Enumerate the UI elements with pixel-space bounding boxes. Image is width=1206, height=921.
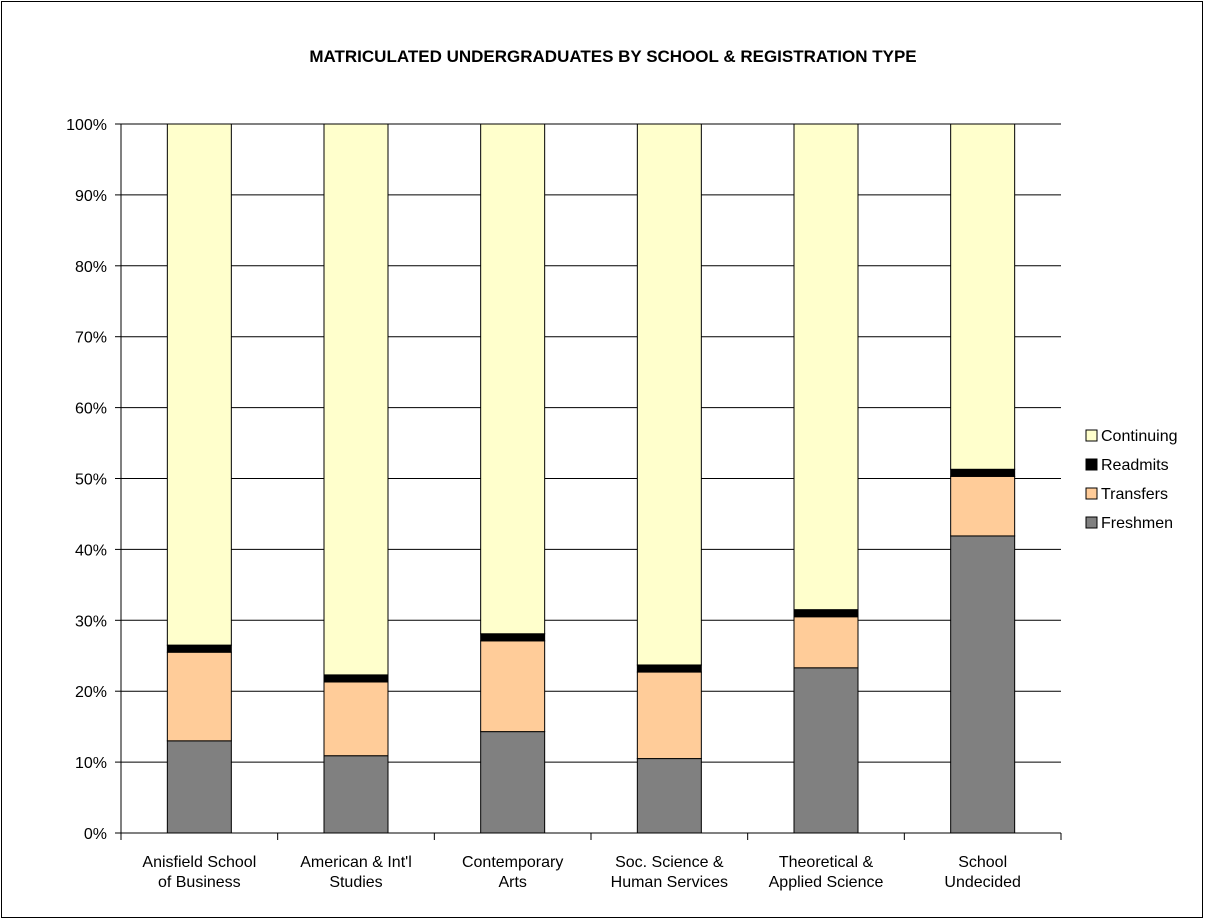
- bar-segment-freshmen: [793, 667, 859, 834]
- bar-segment-continuing: [323, 123, 389, 676]
- bar-segment-transfers: [950, 475, 1016, 537]
- y-tick-label: 20%: [75, 684, 107, 701]
- gridlines: [121, 123, 1061, 763]
- y-tick-label: 60%: [75, 401, 107, 418]
- y-tick-labels: 0% 10% 20% 30% 40% 50% 60% 70% 80% 90% 100%: [66, 117, 121, 843]
- legend-item-continuing: Continuing: [1085, 428, 1178, 445]
- x-tick-label: Theoretical & Applied Science: [769, 854, 884, 891]
- y-tick-label: 70%: [75, 330, 107, 347]
- bar-segment-readmits: [323, 674, 389, 683]
- legend-label: Freshmen: [1101, 515, 1173, 532]
- legend-swatch: [1085, 487, 1098, 500]
- bar-segment-transfers: [480, 640, 546, 733]
- legend-label: Transfers: [1101, 486, 1168, 503]
- legend: Continuing Readmits Transfers Freshmen: [1085, 428, 1178, 532]
- bar-segment-transfers: [793, 616, 859, 669]
- y-tick-label: 50%: [75, 472, 107, 489]
- bar-segment-readmits: [166, 644, 232, 653]
- bar-segment-readmits: [793, 609, 859, 618]
- x-tick-label: School Undecided: [944, 854, 1021, 891]
- y-tick-label: 30%: [75, 613, 107, 630]
- x-tick-label: American & Int'l Studies: [300, 854, 412, 891]
- bars: [166, 123, 1016, 834]
- bar-segment-readmits: [480, 633, 546, 642]
- x-tick-label: Soc. Science & Human Services: [611, 854, 728, 891]
- legend-item-freshmen: Freshmen: [1085, 515, 1173, 532]
- chart-title: MATRICULATED UNDERGRADUATES BY SCHOOL & …: [309, 47, 916, 66]
- y-tick-label: 40%: [75, 542, 107, 559]
- bar-segment-continuing: [636, 123, 702, 666]
- bar-segment-transfers: [636, 671, 702, 760]
- legend-swatch: [1085, 429, 1098, 442]
- bar-segment-freshmen: [950, 535, 1016, 834]
- legend-label: Readmits: [1101, 457, 1169, 474]
- bar-segment-freshmen: [323, 755, 389, 834]
- y-tick-label: 80%: [75, 259, 107, 276]
- x-tick-labels: Anisfield School of Business American & In…: [142, 854, 1021, 891]
- x-tick-label: Contemporary Arts: [462, 854, 563, 891]
- legend-item-transfers: Transfers: [1085, 486, 1168, 503]
- legend-swatch: [1085, 516, 1098, 529]
- y-tick-label: 10%: [75, 755, 107, 772]
- y-tick-label: 0%: [84, 826, 107, 843]
- bar-segment-transfers: [166, 651, 232, 742]
- bar-segment-readmits: [950, 468, 1016, 477]
- bar-segment-continuing: [166, 123, 232, 646]
- bar-segment-continuing: [950, 123, 1016, 470]
- bar-segment-transfers: [323, 681, 389, 757]
- legend-swatch: [1085, 458, 1098, 471]
- bar-segment-freshmen: [480, 731, 546, 834]
- legend-label: Continuing: [1101, 428, 1178, 445]
- bar-segment-freshmen: [166, 740, 232, 834]
- legend-item-readmits: Readmits: [1085, 457, 1169, 474]
- bar-segment-continuing: [793, 123, 859, 611]
- axes: [120, 124, 1062, 840]
- y-tick-label: 100%: [66, 117, 107, 134]
- bar-segment-readmits: [636, 664, 702, 673]
- bar-segment-continuing: [480, 123, 546, 635]
- y-tick-label: 90%: [75, 188, 107, 205]
- x-tick-label: Anisfield School of Business: [142, 854, 256, 891]
- bar-segment-freshmen: [636, 758, 702, 834]
